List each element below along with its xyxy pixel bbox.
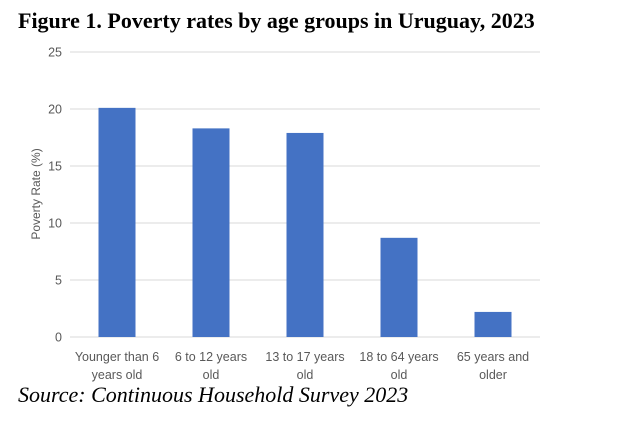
bar — [380, 237, 418, 337]
y-tick-label: 0 — [55, 331, 62, 345]
y-axis-ticks: 0 5 10 15 20 25 — [48, 46, 62, 345]
y-tick-label: 20 — [48, 103, 62, 117]
bar — [98, 107, 136, 337]
y-tick-label: 5 — [55, 274, 62, 288]
x-category-label: 65 years and older — [457, 350, 529, 382]
y-axis-title: Poverty Rate (%) — [29, 148, 43, 239]
x-axis-categories: Younger than 6 years old 6 to 12 years old 1… — [75, 350, 529, 382]
y-tick-label: 25 — [48, 46, 62, 60]
figure-title: Figure 1. Poverty rates by age groups in… — [18, 8, 535, 33]
bars — [98, 107, 512, 337]
x-category-label: 13 to 17 years old — [265, 350, 344, 382]
y-tick-label: 10 — [48, 217, 62, 231]
bar — [286, 132, 324, 337]
x-category-label: Younger than 6 years old — [75, 350, 159, 382]
source-note: Source: Continuous Household Survey 2023 — [18, 382, 409, 407]
y-tick-label: 15 — [48, 160, 62, 174]
bar — [192, 128, 230, 337]
x-category-label: 6 to 12 years old — [175, 350, 247, 382]
bar — [474, 311, 512, 337]
x-category-label: 18 to 64 years old — [359, 350, 438, 382]
